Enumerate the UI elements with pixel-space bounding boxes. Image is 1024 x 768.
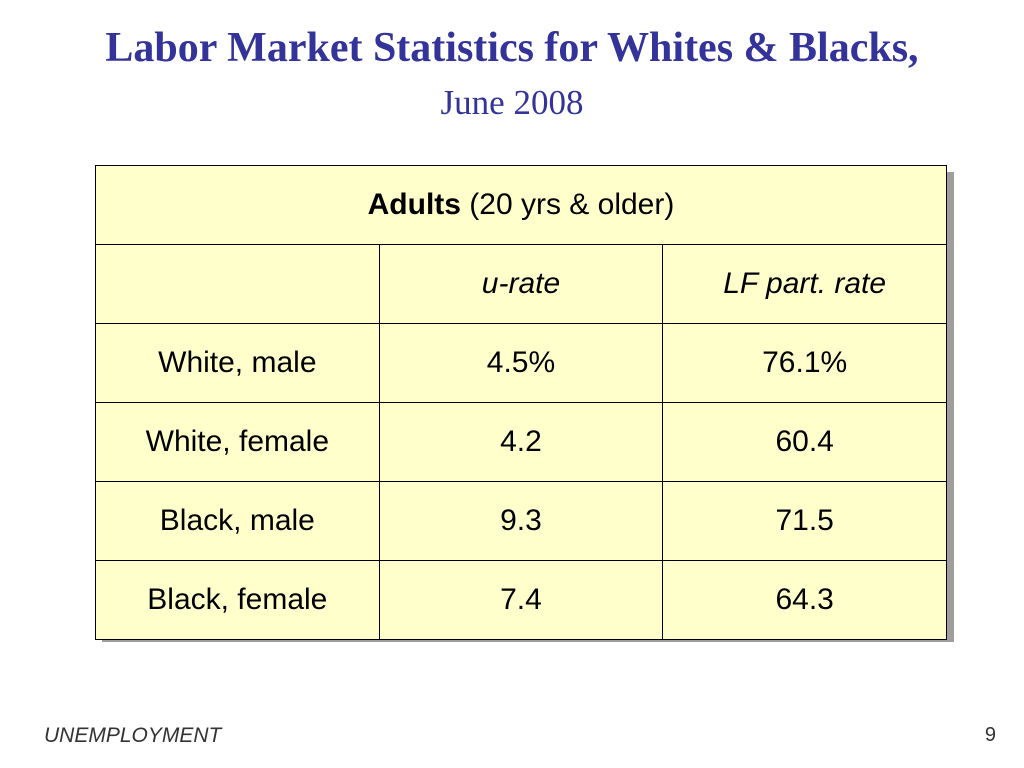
table-row: Black, female 7.4 64.3 [95, 560, 947, 640]
row-label: White, female [95, 402, 380, 482]
page-number: 9 [984, 724, 996, 746]
lf-rate-cell: 64.3 [662, 560, 947, 640]
row-label: Black, female [95, 560, 380, 640]
table-title-cell: Adults (20 yrs & older) [95, 165, 947, 245]
table-header-row: u-rate LF part. rate [95, 244, 947, 324]
lf-rate-cell: 76.1% [662, 323, 947, 403]
footer-section-label: UNEMPLOYMENT [44, 724, 222, 747]
lf-rate-cell: 71.5 [662, 481, 947, 561]
header-cell-u-rate: u-rate [378, 244, 664, 324]
stats-table: Adults (20 yrs & older) u-rate LF part. … [95, 165, 947, 640]
table-row: Black, male 9.3 71.5 [95, 481, 947, 561]
lf-rate-cell: 60.4 [662, 402, 947, 482]
table-title-bold: Adults [367, 188, 461, 221]
header-cell-lf-rate: LF part. rate [662, 244, 947, 324]
row-label: White, male [95, 323, 380, 403]
u-rate-cell: 4.5% [378, 323, 664, 403]
slide-title: Labor Market Statistics for Whites & Bla… [105, 25, 919, 71]
table-row: White, female 4.2 60.4 [95, 402, 947, 482]
row-label: Black, male [95, 481, 380, 561]
u-rate-cell: 9.3 [378, 481, 664, 561]
table-title-row: Adults (20 yrs & older) [95, 165, 947, 245]
u-rate-cell: 4.2 [378, 402, 664, 482]
table-title-rest: (20 yrs & older) [460, 188, 675, 221]
table-row: White, male 4.5% 76.1% [95, 323, 947, 403]
header-cell-empty [95, 244, 380, 324]
u-rate-cell: 7.4 [378, 560, 664, 640]
slide-subtitle: June 2008 [440, 83, 584, 122]
